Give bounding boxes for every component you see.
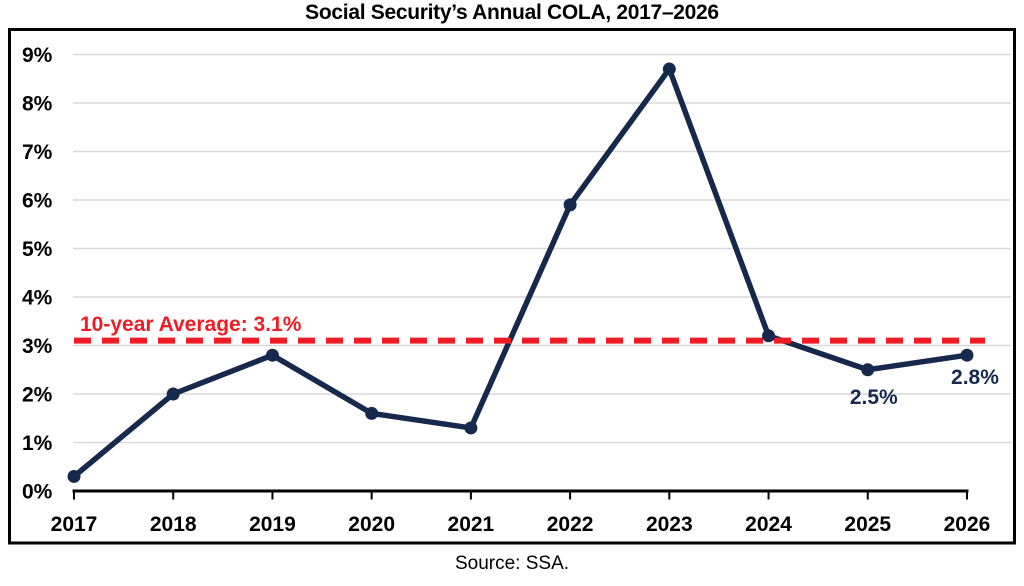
x-axis-label-2017: 2017 — [51, 513, 98, 536]
plot-area-border — [8, 28, 1016, 545]
y-axis-label-8: 8% — [22, 93, 53, 116]
x-axis-label-2021: 2021 — [448, 513, 495, 536]
y-axis-label-0: 0% — [22, 481, 53, 504]
data-point-2025 — [861, 363, 875, 377]
x-axis-label-2026: 2026 — [944, 513, 991, 536]
x-axis-label-2020: 2020 — [348, 513, 395, 536]
data-point-2023 — [662, 62, 676, 76]
cola-line-series — [71, 66, 970, 480]
x-axis-label-2019: 2019 — [249, 513, 296, 536]
point-label-2026: 2.8% — [951, 366, 999, 389]
data-point-2017 — [67, 469, 81, 483]
x-axis-label-2023: 2023 — [646, 513, 693, 536]
x-axis-label-2024: 2024 — [745, 513, 792, 536]
y-axis-label-4: 4% — [22, 287, 53, 310]
y-axis-label-3: 3% — [22, 335, 53, 358]
data-point-2020 — [365, 406, 379, 420]
y-axis-label-6: 6% — [22, 190, 53, 213]
x-axis-label-2022: 2022 — [547, 513, 594, 536]
data-point-2018 — [166, 387, 180, 401]
x-axis-label-2018: 2018 — [150, 513, 197, 536]
y-axis-label-2: 2% — [22, 384, 53, 407]
source-note: Source: SSA. — [454, 553, 570, 574]
data-point-2022 — [563, 198, 577, 212]
data-point-2021 — [464, 421, 478, 435]
y-axis-label-1: 1% — [22, 432, 53, 455]
point-label-2025: 2.5% — [850, 386, 898, 409]
data-point-2026 — [960, 348, 974, 362]
data-point-2019 — [265, 348, 279, 362]
y-axis-label-5: 5% — [22, 238, 53, 261]
data-point-2024 — [762, 329, 776, 343]
x-axis-label-2025: 2025 — [844, 513, 891, 536]
y-axis-label-7: 7% — [22, 141, 53, 164]
chart-title: Social Security’s Annual COLA, 2017–2026 — [305, 1, 719, 24]
average-line-label: 10-year Average: 3.1% — [80, 313, 302, 336]
y-axis-label-9: 9% — [22, 44, 53, 67]
